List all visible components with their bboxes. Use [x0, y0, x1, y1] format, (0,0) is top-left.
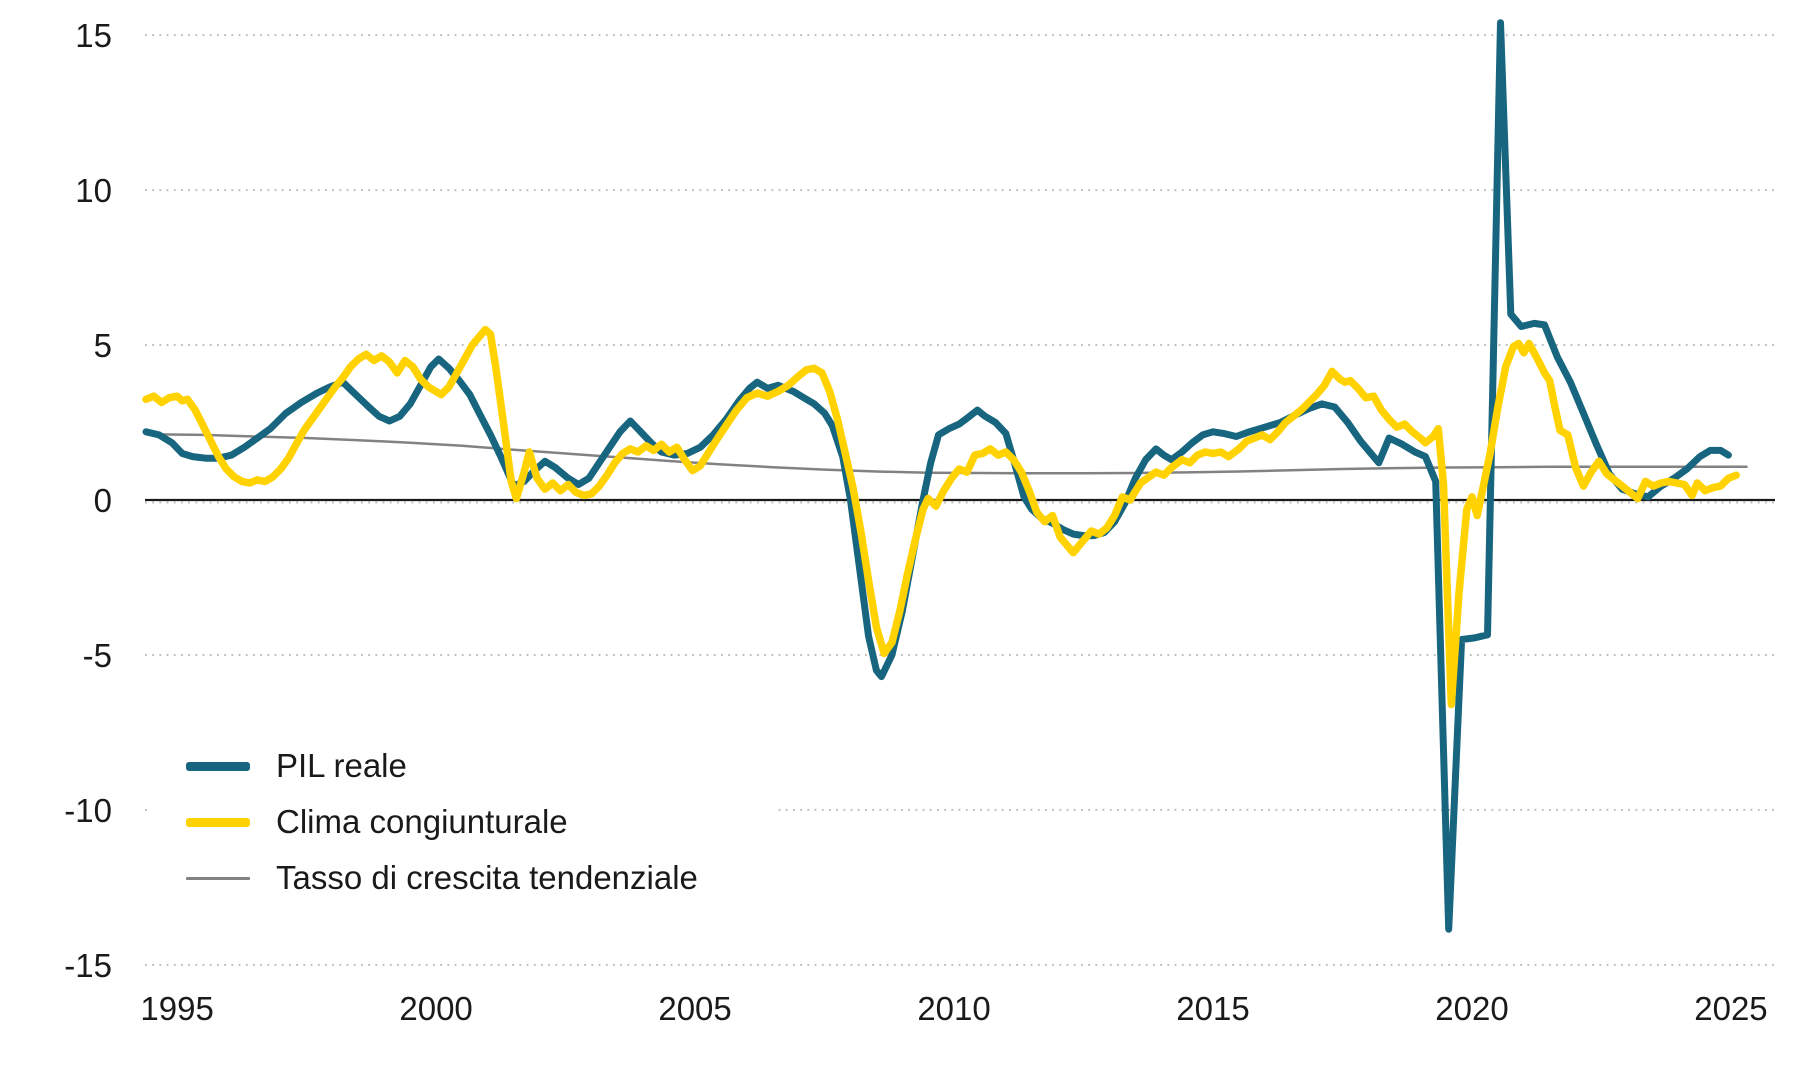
x-tick-label: 2015 — [1176, 990, 1249, 1027]
legend-label: PIL reale — [276, 747, 407, 784]
clima-congiunturale-line-swatch-icon — [186, 817, 250, 827]
x-tick-label: 2005 — [658, 990, 731, 1027]
x-tick-label: 2020 — [1435, 990, 1508, 1027]
chart-legend: PIL reale Clima congiunturale Tasso di c… — [148, 736, 773, 908]
pil-reale-line-swatch-icon — [186, 761, 250, 771]
series-line-pil-reale — [142, 19, 1732, 933]
x-tick-label: 2025 — [1694, 990, 1767, 1027]
y-tick-label: 10 — [75, 172, 112, 209]
tasso-tendenziale-line-swatch-icon — [186, 876, 250, 880]
y-tick-label: -5 — [83, 637, 112, 674]
x-tick-label: 1995 — [140, 990, 213, 1027]
y-tick-label: 0 — [94, 482, 112, 519]
legend-item-pil-reale: PIL reale — [148, 742, 773, 790]
series-line-tasso-di-crescita-tendenziale — [144, 433, 1748, 475]
series-line-clima-congiunturale — [142, 325, 1740, 709]
legend-label: Clima congiunturale — [276, 803, 568, 840]
legend-label: Tasso di crescita tendenziale — [276, 859, 698, 896]
legend-item-tasso-tendenziale: Tasso di crescita tendenziale — [148, 854, 773, 902]
x-tick-label: 2000 — [399, 990, 472, 1027]
legend-item-clima-congiunturale: Clima congiunturale — [148, 798, 773, 846]
y-tick-label: -10 — [64, 792, 112, 829]
y-tick-label: 5 — [94, 327, 112, 364]
y-tick-label: -15 — [64, 947, 112, 984]
y-tick-label: 15 — [75, 17, 112, 54]
x-tick-label: 2010 — [917, 990, 990, 1027]
